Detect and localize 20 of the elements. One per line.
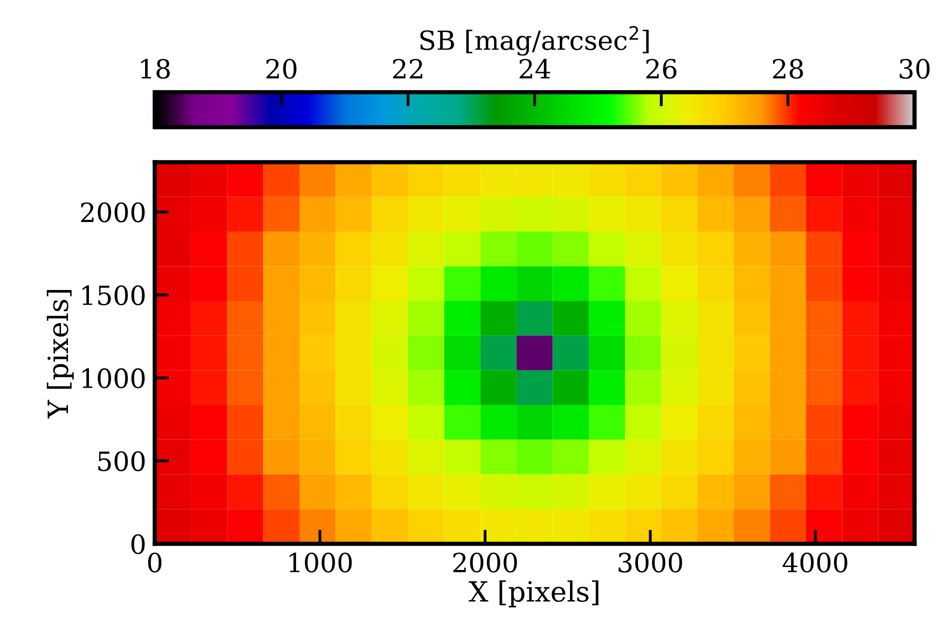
x-tick-label: 2000 [453,552,517,573]
y-tick-label: 500 [98,451,145,472]
y-tick-label: 1000 [82,368,145,388]
y-axis-title: Y [pixels] [46,290,74,419]
y-tick-label: 0 [131,534,145,554]
color-bar-label: 26 [646,58,676,79]
x-tick-label: 0 [148,552,162,573]
x-axis-title: X [pixels] [468,580,598,608]
x-tick-label: 4000 [782,552,848,573]
y-tick-label: 2000 [81,202,145,222]
x-tick-label: 3000 [618,552,682,573]
color-bar-label: 24 [520,58,550,78]
x-tick-label: 1000 [290,552,352,573]
color-bar-label: 30 [900,58,930,79]
color-bar-label: 22 [393,58,422,78]
color-bar-label: 18 [141,58,170,79]
color-bar-label: 28 [772,58,803,79]
color-bar-title: SB [mag/arcsec$^{2}$] [420,26,649,56]
color-bar-label: 20 [266,58,296,79]
y-tick-label: 1500 [82,285,145,306]
